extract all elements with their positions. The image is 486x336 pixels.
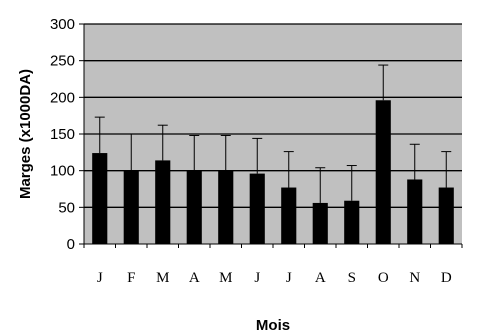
bar — [281, 187, 297, 244]
x-axis-title: Mois — [256, 317, 290, 334]
x-tick-label: J — [254, 270, 260, 286]
bar — [312, 202, 328, 244]
y-tick-label: 300 — [50, 16, 75, 33]
gridlines — [84, 23, 462, 208]
bar — [407, 179, 423, 244]
x-tick-label: A — [315, 270, 326, 286]
x-tick-label: J — [286, 270, 292, 286]
y-tick-label: 0 — [67, 236, 75, 253]
x-tick-label: M — [219, 270, 232, 286]
bar — [375, 100, 391, 245]
bar — [92, 153, 108, 244]
bar — [249, 173, 265, 244]
bar — [344, 200, 360, 244]
bars — [92, 100, 454, 245]
x-tick-label: M — [156, 270, 169, 286]
bar — [438, 187, 454, 244]
y-tick-label: 250 — [50, 53, 75, 70]
error-bars — [94, 64, 452, 203]
bar — [155, 160, 171, 244]
bar — [123, 170, 139, 244]
y-tick-label: 150 — [50, 126, 75, 143]
x-tick-label: D — [441, 270, 452, 286]
bar — [186, 170, 202, 244]
y-tick-label: 100 — [50, 163, 75, 180]
y-tick-label: 50 — [58, 199, 75, 216]
y-tick-label: 200 — [50, 89, 75, 106]
x-tick-label: N — [409, 270, 420, 286]
x-tick-label: A — [189, 270, 200, 286]
x-tick-label: F — [127, 270, 135, 286]
y-axis-ticks: 0 50 100 150 200 250 300 — [50, 16, 84, 253]
y-axis-title: Marges (x1000DA) — [17, 69, 34, 199]
bar — [218, 170, 234, 244]
x-tick-label: S — [348, 270, 356, 286]
x-tick-label: J — [97, 270, 103, 286]
x-tick-label: O — [378, 270, 389, 286]
